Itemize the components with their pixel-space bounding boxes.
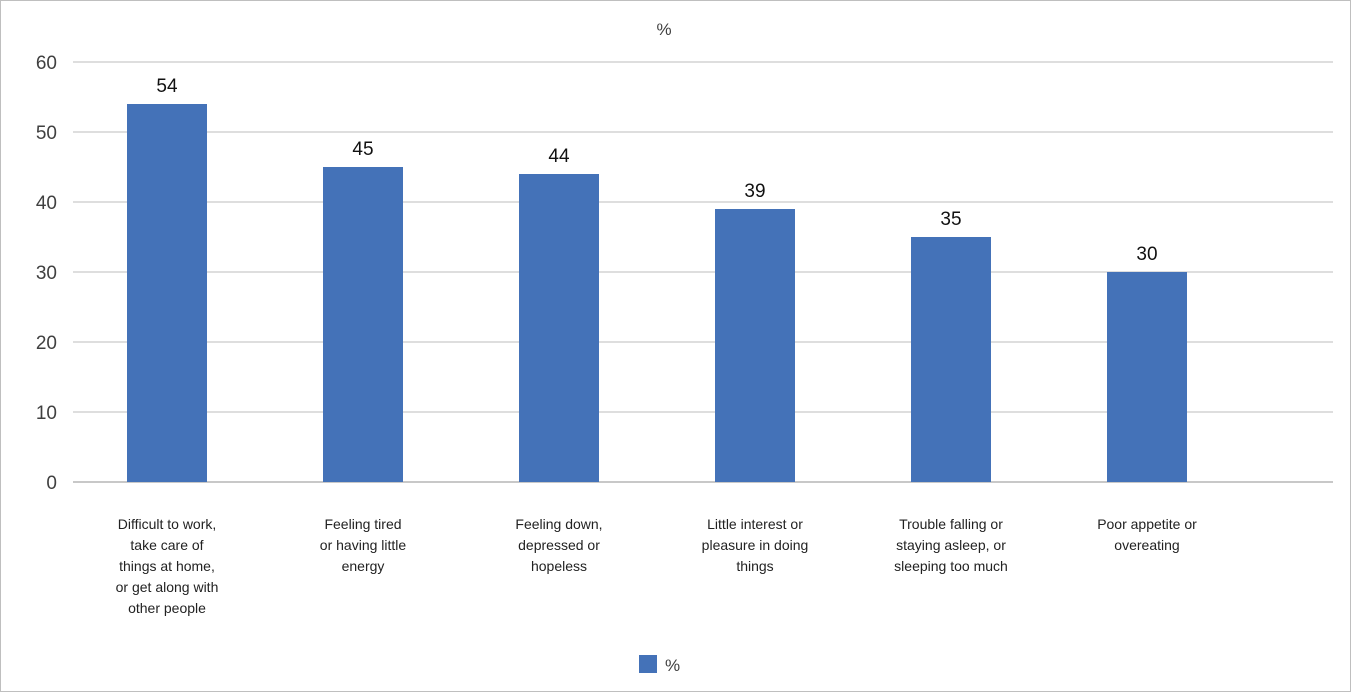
y-tick-label: 30 [36, 263, 57, 284]
data-labels: 54 45 44 39 35 30 [156, 76, 1157, 265]
category-label-line: sleeping too much [894, 558, 1008, 574]
category-label-line: energy [342, 558, 385, 574]
category-label-line: Difficult to work, [118, 516, 217, 532]
category-label-line: or having little [320, 537, 407, 553]
category-label-line: pleasure in doing [702, 537, 809, 553]
category-label-line: Feeling down, [515, 516, 602, 532]
category-label: Poor appetite or overeating [1097, 516, 1197, 553]
category-label: Feeling tired or having little energy [320, 516, 407, 574]
y-tick-label: 20 [36, 333, 57, 354]
category-label: Trouble falling or staying asleep, or slee… [894, 516, 1008, 574]
y-tick-label: 10 [36, 403, 57, 424]
category-label-line: take care of [130, 537, 203, 553]
category-label-line: or get along with [116, 579, 219, 595]
category-label: Little interest or pleasure in doing thing… [702, 516, 809, 574]
bar-value-label: 54 [156, 76, 178, 97]
legend: % [639, 655, 680, 675]
bars [127, 104, 1187, 482]
y-tick-label: 50 [36, 123, 57, 144]
category-label-line: Little interest or [707, 516, 803, 532]
y-tick-label: 40 [36, 193, 57, 214]
bar-value-label: 30 [1136, 244, 1157, 265]
category-labels: Difficult to work, take care of things at … [116, 516, 1198, 616]
category-label-line: hopeless [531, 558, 587, 574]
gridlines [73, 61, 1333, 483]
category-label-line: Poor appetite or [1097, 516, 1197, 532]
bar [715, 209, 795, 482]
bar-value-label: 39 [744, 181, 765, 202]
bar-value-label: 45 [352, 139, 373, 160]
category-label-line: overeating [1114, 537, 1179, 553]
legend-label: % [665, 656, 680, 675]
bar [323, 167, 403, 482]
category-label-line: Trouble falling or [899, 516, 1003, 532]
category-label: Feeling down, depressed or hopeless [515, 516, 602, 574]
category-label: Difficult to work, take care of things at … [116, 516, 219, 616]
bar [519, 174, 599, 482]
bar [911, 237, 991, 482]
bar-value-label: 44 [548, 146, 570, 167]
bar-value-label: 35 [940, 209, 961, 230]
category-label-line: depressed or [518, 537, 600, 553]
y-axis-ticks: 0 10 20 30 40 50 60 [36, 53, 57, 494]
category-label-line: Feeling tired [324, 516, 401, 532]
category-label-line: staying asleep, or [896, 537, 1006, 553]
y-tick-label: 0 [46, 473, 57, 494]
bar [127, 104, 207, 482]
category-label-line: things [736, 558, 773, 574]
legend-swatch [639, 655, 657, 673]
category-label-line: other people [128, 600, 206, 616]
chart-title: % [656, 20, 671, 39]
category-label-line: things at home, [119, 558, 215, 574]
bar [1107, 272, 1187, 482]
y-tick-label: 60 [36, 53, 57, 74]
